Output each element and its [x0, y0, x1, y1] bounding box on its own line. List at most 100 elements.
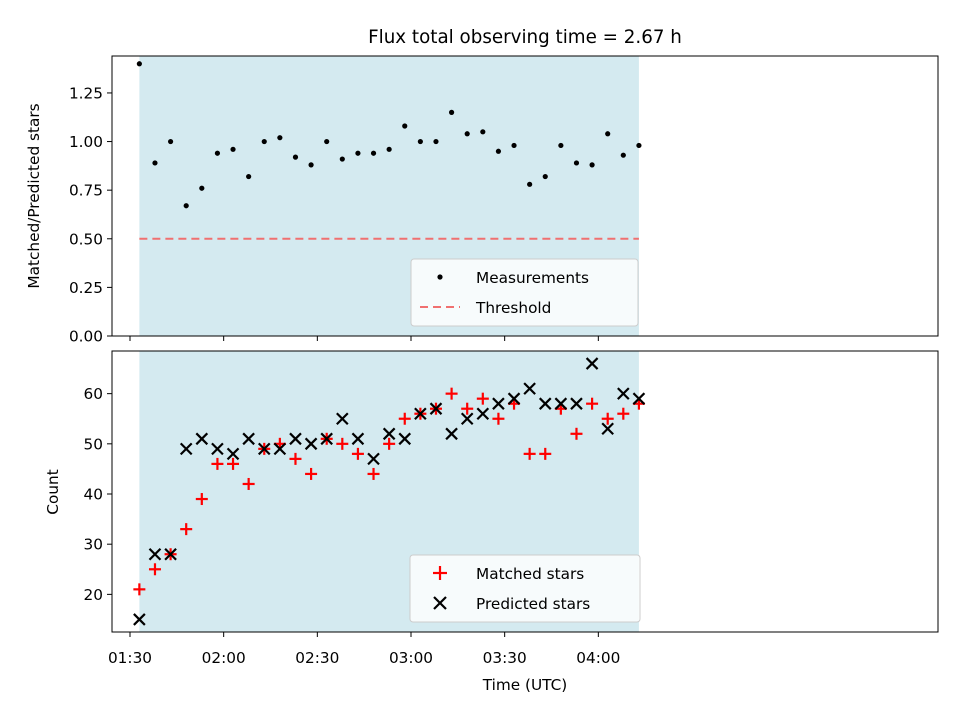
y-tick-label: 1.25	[69, 84, 103, 102]
measurement-point	[167, 138, 174, 145]
predicted-star-point	[351, 432, 365, 446]
predicted-star-point	[336, 412, 349, 426]
legend-label-predicted: Predicted stars	[476, 595, 590, 613]
legend-marker-measurements	[437, 274, 443, 280]
predicted-star-point	[632, 392, 646, 405]
measurement-point	[355, 150, 361, 156]
measurement-point	[480, 129, 486, 135]
matched-star-point	[148, 563, 161, 576]
legend-label-matched: Matched stars	[476, 565, 584, 583]
y-tick-label: 40	[84, 486, 103, 504]
predicted-star-point	[414, 407, 427, 421]
measurement-point	[339, 156, 345, 162]
predicted-star-point	[242, 432, 255, 446]
x-tick-label: 04:00	[576, 649, 620, 667]
predicted-star-point	[398, 432, 412, 446]
measurement-point	[605, 131, 611, 137]
bottom-panel: 20 30 40 50 60 01:30 02:00 02:30 03:00 03:30 04:0…	[44, 350, 939, 694]
predicted-star-point	[523, 382, 536, 395]
measurement-point	[542, 173, 548, 180]
top-legend: Measurements Threshold	[410, 258, 639, 327]
measurement-point	[324, 138, 330, 145]
measurement-point	[230, 146, 236, 152]
y-tick-label: 0.00	[69, 328, 103, 346]
matched-star-point	[383, 437, 396, 450]
measurement-point	[417, 138, 423, 145]
measurement-point	[136, 61, 142, 67]
matched-star-point	[289, 452, 302, 465]
measurement-point	[386, 146, 392, 152]
matched-star-point	[133, 583, 146, 596]
measurement-point	[558, 142, 564, 149]
bottom-marks	[133, 357, 646, 626]
y-tick-label: 20	[84, 586, 103, 604]
x-tick-label: 01:30	[108, 649, 152, 667]
measurement-point	[292, 154, 299, 160]
chart-title: Flux total observing time = 2.67 h	[368, 27, 682, 48]
top-marks	[136, 61, 642, 209]
x-tick-label: 03:00	[389, 649, 433, 667]
measurement-point	[402, 123, 408, 129]
matched-star-point	[242, 477, 255, 490]
matched-star-point	[476, 392, 489, 405]
top-y-axis-label: Matched/Predicted stars	[25, 103, 43, 288]
measurement-point	[433, 138, 439, 145]
predicted-star-point	[226, 447, 240, 461]
y-tick-label: 30	[84, 536, 103, 554]
measurement-point	[152, 160, 158, 166]
predicted-star-point	[585, 357, 599, 370]
predicted-star-point	[289, 432, 302, 446]
predicted-star-point	[617, 387, 630, 400]
top-x-ticks	[129, 336, 599, 341]
matched-star-point	[539, 447, 552, 460]
predicted-star-point	[554, 397, 568, 410]
x-tick-label: 02:30	[295, 649, 339, 667]
predicted-star-point	[211, 442, 224, 456]
measurement-point	[464, 131, 470, 137]
predicted-star-point	[445, 427, 458, 441]
matched-star-point	[195, 493, 208, 506]
measurement-point	[261, 138, 267, 145]
predicted-star-point	[164, 547, 177, 561]
measurement-point	[214, 150, 221, 156]
matched-star-point	[461, 402, 474, 415]
legend-label-threshold: Threshold	[475, 299, 551, 317]
matched-star-point	[617, 407, 630, 420]
top-panel: 0.00 0.25 0.50 0.75 1.00 1.25 Matched/Predict…	[25, 55, 939, 346]
x-tick-label: 03:30	[483, 649, 527, 667]
predicted-star-point	[492, 397, 505, 410]
matched-star-point	[445, 387, 458, 400]
legend-label-measurements: Measurements	[476, 269, 589, 287]
bottom-y-ticks: 20 30 40 50 60	[84, 385, 112, 604]
measurement-point	[308, 162, 314, 168]
measurement-point	[527, 181, 533, 187]
measurement-point	[589, 162, 595, 168]
y-tick-label: 0.75	[69, 182, 103, 200]
x-axis-label: Time (UTC)	[482, 676, 568, 694]
matched-star-point	[367, 467, 380, 480]
y-tick-label: 0.25	[69, 279, 103, 297]
y-tick-label: 50	[84, 435, 103, 453]
measurement-point	[183, 203, 189, 209]
predicted-star-point	[507, 392, 521, 405]
y-tick-label: 1.00	[69, 133, 103, 151]
bottom-legend: Matched stars Predicted stars	[409, 554, 641, 623]
bottom-legend-box	[409, 554, 641, 623]
measurement-point	[277, 135, 283, 141]
legend-marker-matched	[433, 566, 447, 580]
predicted-star-point	[273, 442, 287, 456]
matched-star-point	[351, 447, 364, 460]
predicted-star-point	[179, 442, 193, 456]
measurement-point	[636, 142, 642, 149]
predicted-star-point	[304, 437, 318, 451]
predicted-star-point	[601, 422, 614, 436]
y-tick-label: 0.50	[69, 230, 103, 248]
y-tick-label: 60	[84, 385, 103, 403]
matched-star-point	[305, 467, 318, 480]
predicted-star-point	[570, 397, 583, 410]
predicted-star-point	[538, 397, 552, 410]
predicted-star-point	[148, 547, 162, 561]
matched-star-point	[601, 412, 614, 425]
measurement-point	[199, 185, 205, 191]
matched-star-point	[586, 397, 599, 410]
